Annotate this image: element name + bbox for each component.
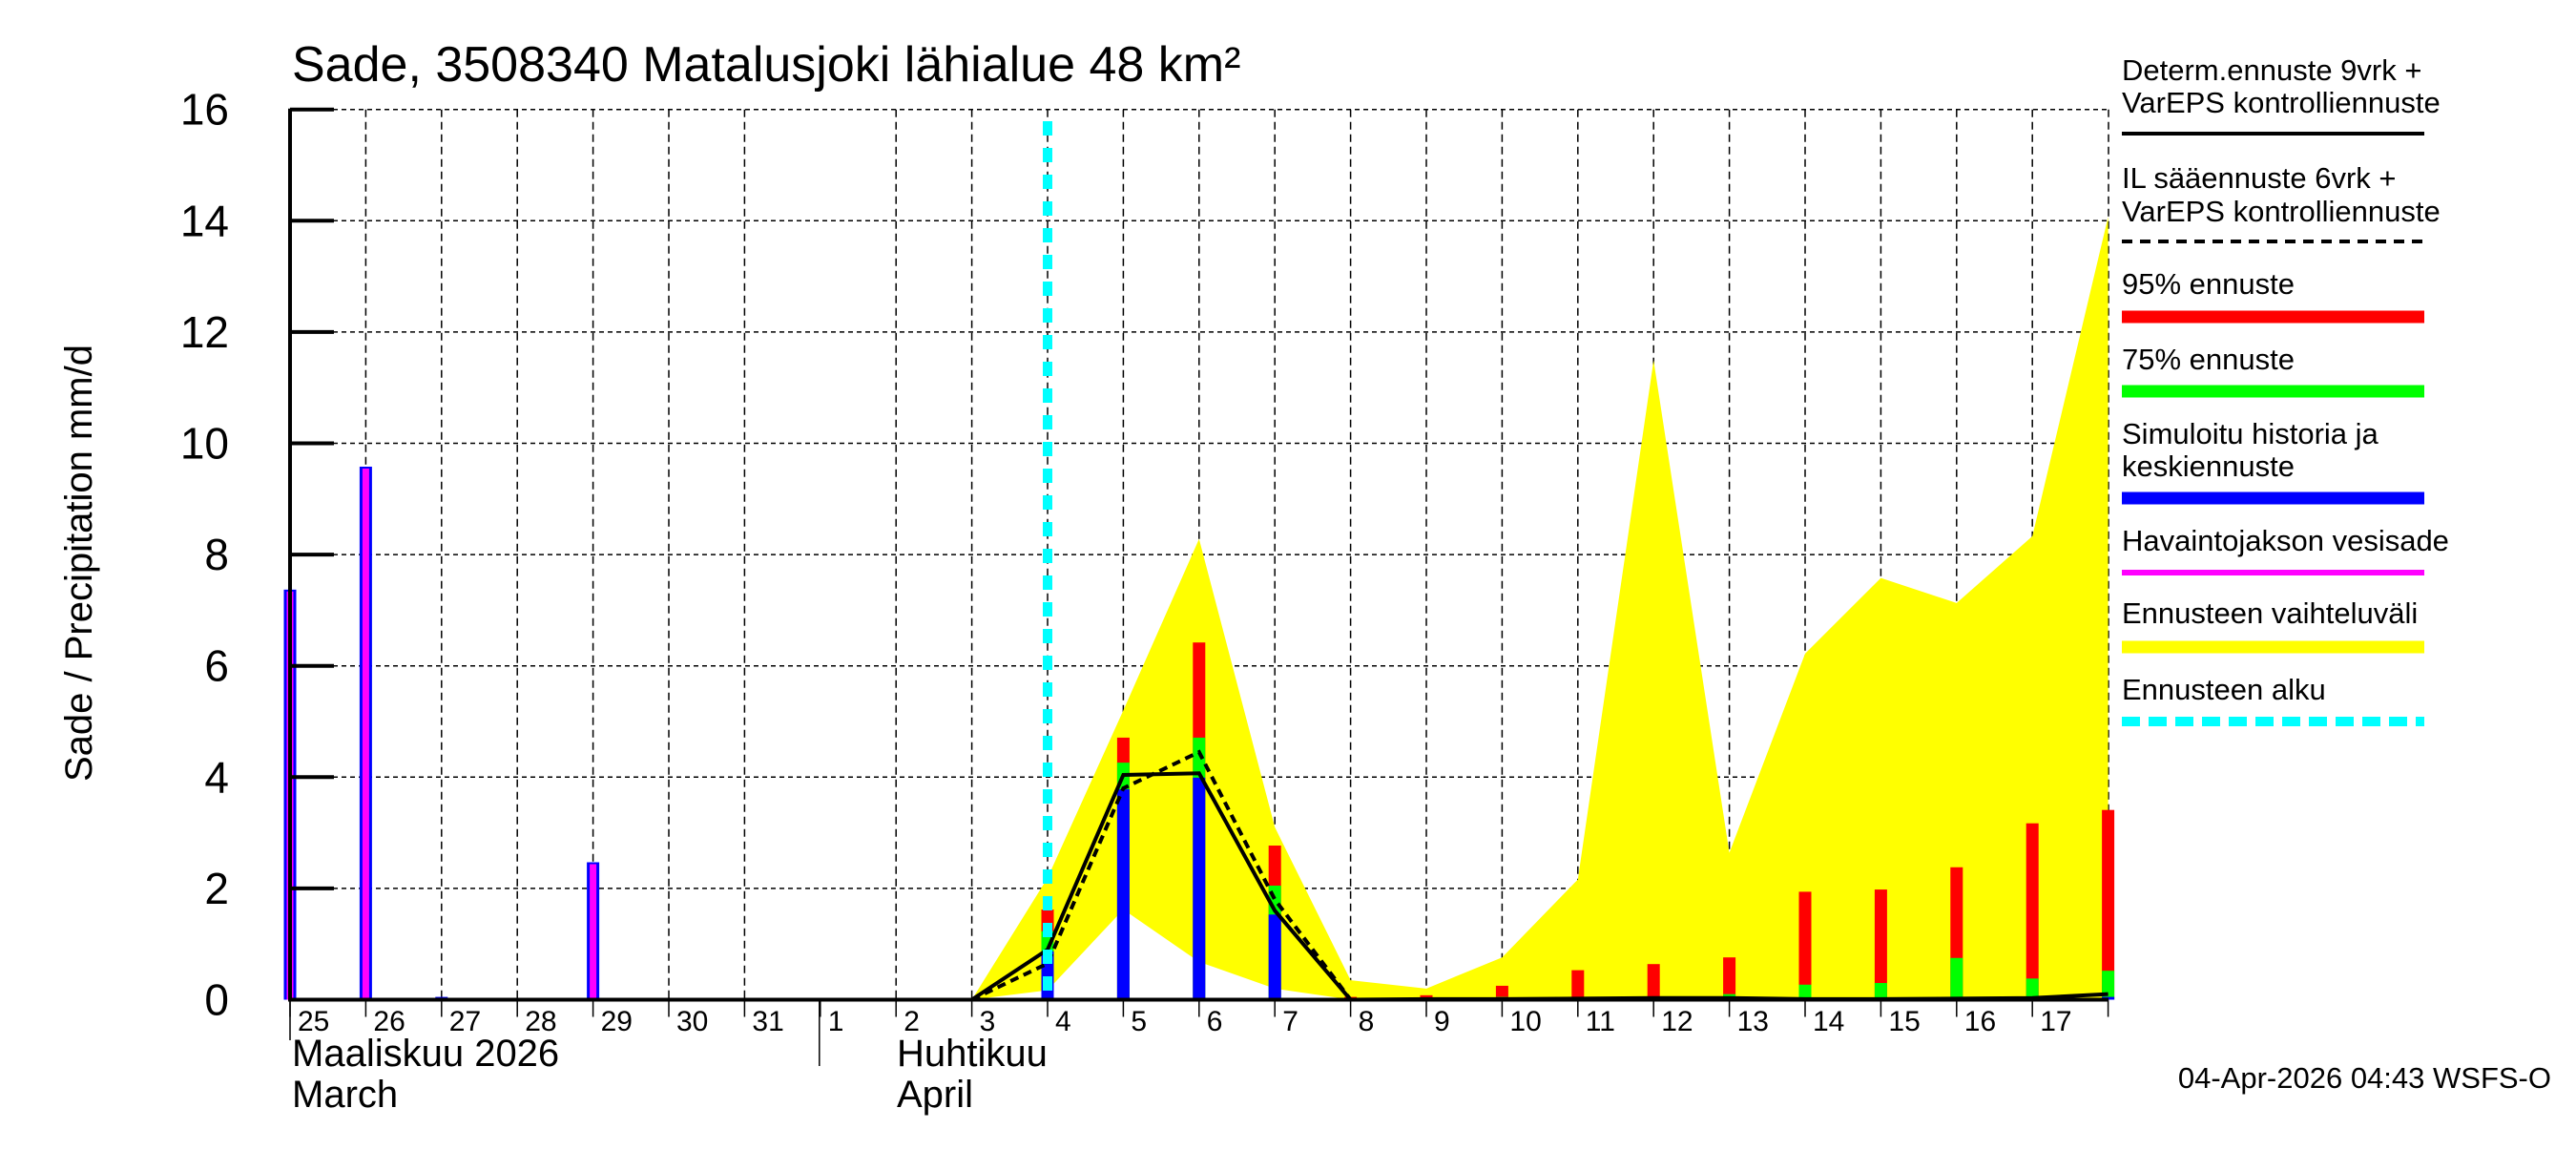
x-tick-label: 11 [1586, 1006, 1615, 1037]
legend-item: Determ.ennuste 9vrk +VarEPS kontrollienn… [2122, 53, 2441, 136]
x-tick-label: 2 [904, 1006, 920, 1037]
x-tick-label: 25 [298, 1006, 329, 1037]
y-tick-label: 6 [204, 641, 229, 691]
x-tick-labels: 25 26 27 28 29 30 31 1 2 3 4 5 6 7 8 9 10 11 12 13 14 15 16 17 [298, 1006, 2072, 1037]
legend-label: Havaintojakson vesisade [2122, 524, 2449, 557]
y-tick-label: 16 [180, 85, 229, 135]
legend-label: Determ.ennuste 9vrk + [2122, 53, 2421, 87]
x-tick-label: 31 [752, 1006, 783, 1037]
y-tick-label: 10 [180, 419, 229, 469]
y-tick-label: 14 [180, 196, 229, 245]
x-tick-label: 10 [1509, 1006, 1541, 1037]
x-tick-label: 6 [1207, 1006, 1223, 1037]
y-tick-labels: 0 2 4 6 8 10 12 14 16 [180, 85, 229, 1025]
chart-title: Sade, 3508340 Matalusjoki lähialue 48 km… [292, 37, 1240, 93]
y-tick-label: 2 [204, 864, 229, 913]
x-tick-label: 16 [1964, 1006, 1996, 1037]
x-tick-label: 28 [525, 1006, 556, 1037]
legend-label: 95% ennuste [2122, 267, 2295, 301]
legend-label: Ennusteen vaihteluväli [2122, 596, 2418, 630]
legend-item: Havaintojakson vesisade [2122, 524, 2449, 575]
y-tick-label: 8 [204, 530, 229, 579]
legend-item: 75% ennuste [2122, 343, 2424, 398]
x-tick-label: 17 [2040, 1006, 2071, 1037]
axes [288, 107, 2109, 1066]
x-tick-label: 7 [1282, 1006, 1298, 1037]
x-tick-label: 29 [601, 1006, 633, 1037]
timestamp: 04-Apr-2026 04:43 WSFS-O [2178, 1061, 2551, 1095]
legend-label: IL sääennuste 6vrk + [2122, 161, 2397, 195]
x-tick-label: 13 [1737, 1006, 1769, 1037]
legend-item: 95% ennuste [2122, 267, 2424, 324]
x-tick-label: 1 [828, 1006, 844, 1037]
legend-item: IL sääennuste 6vrk +VarEPS kontrolliennu… [2122, 161, 2441, 243]
month-labels: Maaliskuu 2026 March Huhtikuu April [292, 1033, 1048, 1116]
x-tick-label: 4 [1055, 1006, 1071, 1037]
y-tick-label: 12 [180, 307, 229, 357]
month-label-march-en: March [292, 1074, 398, 1116]
legend-label-line2: keskiennuste [2122, 450, 2295, 483]
month-label-april-fi: Huhtikuu [897, 1033, 1048, 1075]
legend: Determ.ennuste 9vrk +VarEPS kontrollienn… [2122, 53, 2449, 726]
month-label-march-fi: Maaliskuu 2026 [292, 1033, 559, 1075]
x-tick-label: 14 [1813, 1006, 1844, 1037]
legend-label-line2: VarEPS kontrolliennuste [2122, 86, 2441, 119]
legend-label: Ennusteen alku [2122, 673, 2326, 706]
x-tick-label: 15 [1888, 1006, 1920, 1037]
x-tick-label: 5 [1131, 1006, 1147, 1037]
y-tick-label: 4 [204, 752, 229, 802]
y-axis-label: Sade / Precipitation mm/d [58, 345, 100, 782]
x-tick-label: 26 [373, 1006, 405, 1037]
legend-item: Ennusteen vaihteluväli [2122, 596, 2424, 654]
legend-item: Ennusteen alku [2122, 673, 2424, 726]
month-label-april-en: April [897, 1074, 973, 1116]
legend-label: 75% ennuste [2122, 343, 2295, 376]
x-tick-label: 9 [1434, 1006, 1450, 1037]
x-tick-label: 12 [1661, 1006, 1693, 1037]
x-tick-label: 3 [980, 1006, 996, 1037]
x-tick-label: 30 [676, 1006, 708, 1037]
x-tick-label: 8 [1359, 1006, 1375, 1037]
legend-label: Simuloitu historia ja [2122, 417, 2379, 450]
forecast-range-area [971, 217, 2109, 1000]
x-tick-label: 27 [449, 1006, 481, 1037]
y-tick-label: 0 [204, 975, 229, 1025]
legend-label-line2: VarEPS kontrolliennuste [2122, 195, 2441, 228]
